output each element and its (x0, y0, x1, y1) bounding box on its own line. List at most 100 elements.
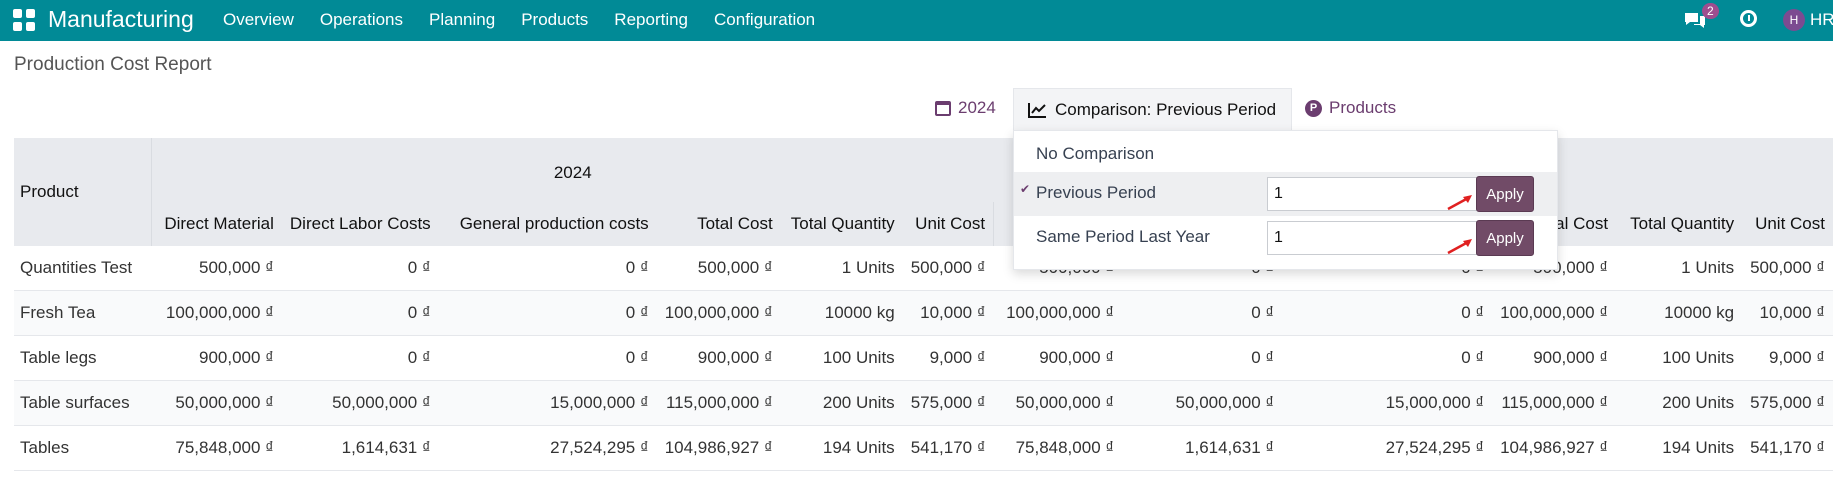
value-cell: 0 ₫ (281, 335, 439, 381)
value-cell: 115,000,000 ₫ (656, 380, 781, 426)
same-period-last-year-apply-button[interactable]: Apply (1476, 220, 1534, 256)
value-cell: 10,000 ₫ (902, 290, 994, 336)
value-cell: 100,000,000 ₫ (656, 290, 781, 336)
annotation-arrow-icon (1447, 195, 1472, 211)
value-cell: 0 ₫ (1282, 290, 1493, 336)
value-cell: 10000 kg (780, 290, 903, 336)
column-header[interactable]: Total Quantity (790, 214, 895, 233)
value-cell: 27,524,295 ₫ (438, 425, 657, 471)
value-cell: 0 ₫ (1122, 335, 1283, 381)
activity-clock-icon[interactable] (1740, 10, 1757, 27)
menu-reporting[interactable]: Reporting (614, 10, 689, 29)
value-cell: 575,000 ₫ (902, 380, 994, 426)
value-cell: 10000 kg (1616, 290, 1743, 336)
value-cell: 75,848,000 ₫ (993, 425, 1123, 471)
value-cell: 194 Units (1616, 425, 1743, 471)
column-header[interactable]: Unit Cost (1755, 214, 1825, 233)
chat-icon[interactable] (1683, 10, 1707, 30)
value-cell: 9,000 ₫ (902, 335, 994, 381)
value-cell: 104,986,927 ₫ (656, 425, 781, 471)
value-cell: 100,000,000 ₫ (151, 290, 282, 336)
menu-products[interactable]: Products (521, 10, 589, 29)
menu-configuration[interactable]: Configuration (714, 10, 816, 29)
value-cell: 0 ₫ (438, 246, 657, 291)
year-filter[interactable]: 2024 (935, 98, 996, 118)
menu-planning[interactable]: Planning (429, 10, 496, 29)
annotation-arrow-icon (1447, 239, 1472, 255)
production-cost-table: Product 2024 Direct Material Direct Labor… (14, 138, 1833, 471)
value-cell: 1,614,631 ₫ (1122, 425, 1283, 471)
user-name[interactable]: HR (1810, 10, 1833, 29)
checkmark-icon: ✔ (1020, 182, 1031, 196)
value-cell: 104,986,927 ₫ (1492, 425, 1617, 471)
value-cell: 100 Units (780, 335, 903, 381)
previous-period-apply-button[interactable]: Apply (1476, 176, 1534, 212)
product-name-cell[interactable]: Quantities Test (14, 246, 152, 291)
value-cell: 200 Units (1616, 380, 1743, 426)
menu-operations[interactable]: Operations (319, 10, 404, 29)
table-row[interactable]: Quantities Test 500,000 ₫ 0 ₫ 0 ₫ 500,000 ₫ 1… (14, 246, 1833, 291)
value-cell: 0 ₫ (281, 246, 439, 291)
same-period-last-year-count-input[interactable] (1267, 221, 1477, 255)
value-cell: 0 ₫ (1282, 335, 1493, 381)
line-chart-icon (1028, 102, 1046, 118)
column-header[interactable]: Unit Cost (915, 214, 986, 233)
same-period-last-year-option[interactable]: Same Period Last Year Apply (1014, 216, 1557, 260)
product-name-cell[interactable]: Table legs (14, 335, 152, 381)
column-header[interactable]: Direct Labor Costs (289, 214, 431, 233)
product-column-header[interactable]: Product (20, 182, 79, 201)
value-cell: 9,000 ₫ (1742, 335, 1833, 381)
previous-period-count-input[interactable] (1267, 177, 1477, 211)
menu-overview[interactable]: Overview (223, 10, 294, 29)
apps-menu-icon[interactable] (13, 9, 35, 31)
product-name-cell[interactable]: Table surfaces (14, 380, 152, 426)
value-cell: 1,614,631 ₫ (281, 425, 439, 471)
comparison-filter[interactable]: Comparison: Previous Period (1013, 88, 1292, 130)
value-cell: 100,000,000 ₫ (1492, 290, 1617, 336)
value-cell: 50,000,000 ₫ (151, 380, 282, 426)
value-cell: 15,000,000 ₫ (438, 380, 657, 426)
top-navbar: Manufacturing Overview Operations Planni… (0, 0, 1833, 41)
value-cell: 0 ₫ (438, 335, 657, 381)
value-cell: 50,000,000 ₫ (1122, 380, 1283, 426)
previous-period-option[interactable]: ✔ Previous Period Apply (1014, 172, 1557, 216)
same-period-last-year-label: Same Period Last Year (1036, 227, 1210, 246)
value-cell: 541,170 ₫ (902, 425, 994, 471)
table-row[interactable]: Fresh Tea 100,000,000 ₫ 0 ₫ 0 ₫ 100,000,000 … (14, 290, 1833, 336)
column-header[interactable]: Direct Material (150, 202, 282, 246)
value-cell: 100,000,000 ₫ (993, 290, 1123, 336)
user-avatar[interactable]: H (1783, 9, 1805, 31)
products-filter[interactable]: P Products (1305, 98, 1396, 118)
product-name-cell[interactable]: Tables (14, 425, 152, 471)
value-cell: 15,000,000 ₫ (1282, 380, 1493, 426)
column-header[interactable]: Total Cost (697, 214, 773, 233)
column-header[interactable]: al Cost (1555, 214, 1609, 233)
comparison-filter-label: Comparison: Previous Period (1055, 99, 1277, 119)
no-comparison-option[interactable]: No Comparison (1014, 139, 1557, 169)
value-cell: 0 ₫ (1122, 290, 1283, 336)
comparison-dropdown: No Comparison ✔ Previous Period Apply Sa… (1013, 130, 1558, 270)
page-title: Production Cost Report (14, 54, 212, 75)
table-row[interactable]: Table legs 900,000 ₫ 0 ₫ 0 ₫ 900,000 ₫ 100 Un… (14, 335, 1833, 381)
value-cell: 0 ₫ (281, 290, 439, 336)
value-cell: 900,000 ₫ (1492, 335, 1617, 381)
product-name-cell[interactable]: Fresh Tea (14, 290, 152, 336)
products-filter-label: Products (1329, 98, 1397, 117)
value-cell: 50,000,000 ₫ (281, 380, 439, 426)
calendar-icon (935, 100, 951, 116)
column-header[interactable]: Total Quantity (1630, 214, 1735, 233)
value-cell: 500,000 ₫ (151, 246, 282, 291)
table-row[interactable]: Tables 75,848,000 ₫ 1,614,631 ₫ 27,524,295 … (14, 425, 1833, 471)
table-row[interactable]: Table surfaces 50,000,000 ₫ 50,000,000 ₫ 15… (14, 380, 1833, 426)
value-cell: 0 ₫ (438, 290, 657, 336)
value-cell: 100 Units (1616, 335, 1743, 381)
value-cell: 500,000 ₫ (902, 246, 994, 291)
value-cell: 900,000 ₫ (656, 335, 781, 381)
products-icon: P (1305, 99, 1322, 117)
value-cell: 194 Units (780, 425, 903, 471)
no-comparison-label: No Comparison (1036, 144, 1155, 163)
value-cell: 115,000,000 ₫ (1492, 380, 1617, 426)
value-cell: 27,524,295 ₫ (1282, 425, 1493, 471)
column-header[interactable]: General production costs (459, 214, 649, 233)
app-name[interactable]: Manufacturing (48, 6, 194, 32)
